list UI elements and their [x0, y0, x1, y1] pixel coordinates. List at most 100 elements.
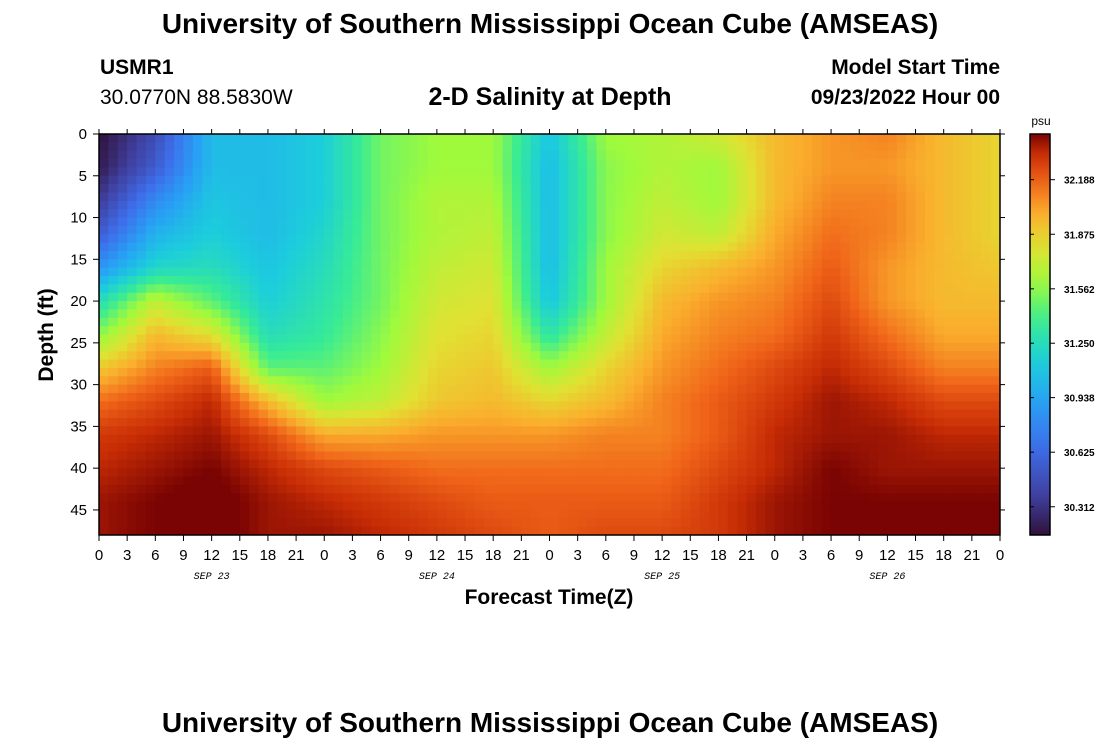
heatmap-cell	[718, 384, 729, 394]
heatmap-cell	[615, 309, 626, 319]
heatmap-cell	[361, 175, 372, 185]
heatmap-cell	[558, 192, 569, 202]
heatmap-cell	[746, 518, 757, 528]
heatmap-cell	[784, 167, 795, 177]
heatmap-cell	[455, 192, 466, 202]
heatmap-cell	[145, 234, 156, 244]
heatmap-cell	[446, 359, 457, 369]
heatmap-cell	[493, 175, 504, 185]
heatmap-cell	[267, 359, 278, 369]
heatmap-cell	[746, 451, 757, 461]
heatmap-cell	[540, 451, 551, 461]
heatmap-cell	[127, 309, 138, 319]
heatmap-cell	[145, 484, 156, 494]
heatmap-cell	[324, 184, 335, 194]
heatmap-cell	[530, 150, 541, 160]
heatmap-cell	[465, 401, 476, 411]
heatmap-cell	[981, 434, 992, 444]
heatmap-cell	[680, 250, 691, 260]
heatmap-cell	[258, 292, 269, 302]
heatmap-cell	[859, 484, 870, 494]
heatmap-cell	[483, 250, 494, 260]
heatmap-cell	[943, 134, 954, 143]
heatmap-cell	[915, 276, 926, 285]
heatmap-cell	[699, 276, 710, 285]
heatmap-cell	[558, 317, 569, 327]
heatmap-cell	[877, 292, 888, 302]
heatmap-cell	[971, 493, 982, 503]
heatmap-cell	[652, 401, 663, 411]
heatmap-cell	[802, 326, 813, 336]
heatmap-cell	[868, 250, 879, 260]
heatmap-cell	[615, 242, 626, 252]
heatmap-cell	[352, 392, 363, 402]
heatmap-cell	[221, 342, 231, 352]
heatmap-cell	[239, 217, 250, 227]
heatmap-cell	[418, 142, 429, 152]
heatmap-cell	[446, 259, 457, 269]
heatmap-cell	[99, 468, 109, 478]
heatmap-cell	[380, 200, 391, 210]
heatmap-cell	[267, 192, 278, 202]
heatmap-cell	[755, 159, 766, 169]
heatmap-cell	[258, 301, 269, 311]
heatmap-cell	[389, 451, 400, 461]
heatmap-cell	[981, 192, 992, 202]
heatmap-cell	[718, 209, 729, 219]
heatmap-cell	[436, 484, 447, 494]
heatmap-cell	[981, 326, 992, 336]
heatmap-cell	[380, 267, 391, 277]
heatmap-cell	[108, 259, 119, 269]
heatmap-cell	[502, 384, 513, 394]
heatmap-cell	[755, 167, 766, 177]
heatmap-cell	[953, 367, 964, 377]
heatmap-cell	[887, 200, 898, 210]
heatmap-cell	[962, 334, 973, 344]
heatmap-cell	[971, 359, 982, 369]
heatmap-cell	[314, 234, 325, 244]
heatmap-cell	[361, 359, 372, 369]
heatmap-cell	[690, 359, 701, 369]
heatmap-cell	[221, 451, 231, 461]
heatmap-cell	[446, 326, 457, 336]
heatmap-cell	[887, 301, 898, 311]
heatmap-cell	[474, 409, 485, 419]
heatmap-cell	[699, 167, 710, 177]
heatmap-cell	[662, 468, 673, 478]
heatmap-cell	[371, 150, 382, 160]
heatmap-cell	[587, 367, 598, 377]
heatmap-cell	[136, 501, 147, 511]
heatmap-cell	[624, 317, 635, 327]
heatmap-cell	[474, 518, 485, 528]
heatmap-cell	[530, 184, 541, 194]
heatmap-cell	[117, 526, 128, 535]
heatmap-cell	[727, 342, 738, 352]
heatmap-cell	[774, 159, 785, 169]
heatmap-cell	[924, 184, 935, 194]
heatmap-cell	[784, 526, 795, 535]
heatmap-cell	[877, 509, 888, 519]
heatmap-cell	[221, 192, 231, 202]
heatmap-cell	[906, 418, 917, 427]
heatmap-cell	[296, 209, 307, 219]
heatmap-cell	[399, 443, 410, 453]
heatmap-cell	[690, 234, 701, 244]
heatmap-cell	[868, 501, 879, 511]
heatmap-cell	[164, 459, 175, 469]
heatmap-cell	[108, 434, 119, 444]
heatmap-cell	[558, 292, 569, 302]
colorbar-tick-label: 30.938	[1064, 394, 1095, 405]
heatmap-cell	[540, 518, 551, 528]
heatmap-cell	[108, 175, 119, 185]
heatmap-cell	[502, 184, 513, 194]
heatmap-cell	[727, 367, 738, 377]
heatmap-cell	[971, 159, 982, 169]
heatmap-cell	[521, 459, 532, 469]
heatmap-cell	[164, 367, 175, 377]
heatmap-cell	[671, 301, 682, 311]
heatmap-cell	[483, 459, 494, 469]
heatmap-cell	[502, 276, 513, 285]
heatmap-cell	[934, 225, 945, 235]
heatmap-cell	[859, 217, 870, 227]
heatmap-cell	[680, 384, 691, 394]
